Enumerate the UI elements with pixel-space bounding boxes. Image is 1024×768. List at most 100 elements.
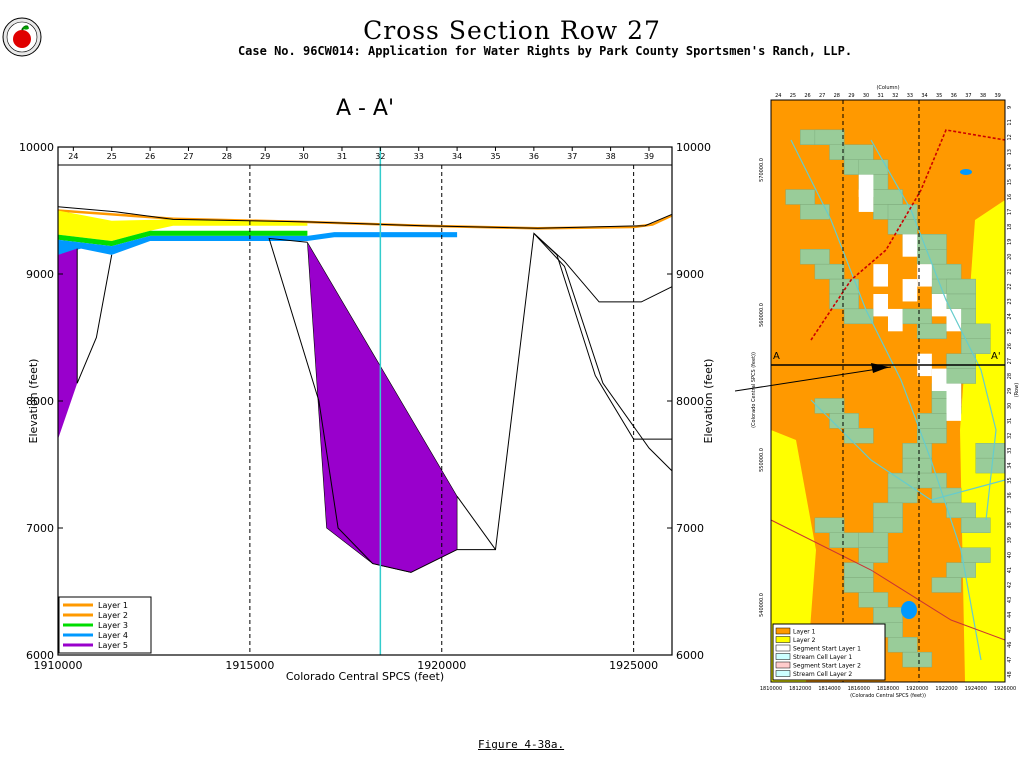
column-label: 35 [490,152,500,161]
stream-cell [975,457,1006,474]
map-row-label: 29 [1007,388,1013,394]
stream-cell [785,189,816,205]
stream-cell [829,532,859,548]
stream-cell [946,293,976,310]
y-tick-label-right: 6000 [676,649,704,662]
map-row-label: 14 [1007,164,1013,170]
cross-section-chart: A - A' 24 25 26 27 28 29 30 31 32 33 34 35 36 37 38 39 60… [19,96,715,683]
stream-cell [858,532,889,548]
stream-cell [975,443,1006,459]
map-row-label: 19 [1007,239,1013,245]
map-y-tick-label: 570000.0 [759,158,765,182]
column-label: 31 [337,152,347,161]
inactive-cell [946,398,962,421]
y-tick-label-left: 7000 [26,522,54,535]
stream-cell [960,547,991,563]
legend-label: Layer 5 [98,641,128,650]
map-x-tick-label: 1922000 [935,686,957,692]
map-row-label: 11 [1007,119,1013,125]
section-outline-1 [57,206,673,229]
stream-cell [960,338,991,354]
map-row-label: 39 [1007,537,1013,543]
section-label-a-prime: A' [991,351,1001,362]
x-tick-label: 1915000 [225,659,274,672]
stream-cell [917,323,947,339]
column-label: 36 [529,152,539,161]
map-legend-swatch [775,670,791,677]
inactive-cell [902,234,918,257]
stream-cell [814,263,845,280]
layer-area-3 [58,230,308,247]
map-row-label: 46 [1007,642,1013,648]
y-tick-label-right: 7000 [676,522,704,535]
inactive-cell [931,294,947,317]
map-row-label: 27 [1007,358,1013,364]
stream-cell [887,637,918,653]
legend-label: Layer 3 [98,621,128,630]
column-label: 30 [299,152,309,161]
stream-cell [829,413,859,429]
layer-area-4 [58,232,458,255]
y-axis-label-right: Elevation (feet) [702,359,715,444]
map-row-label: 24 [1007,313,1013,319]
map-legend-box [772,623,886,681]
apple-seal-icon [2,16,42,58]
map-legend-label: Layer 1 [793,629,816,636]
stream-line-1 [790,139,982,661]
figure-caption: Figure 4-38a. [478,738,565,751]
stream-line-3 [810,399,1006,501]
map-legend-label: Stream Cell Layer 2 [793,671,852,678]
map-x-axis-label: (Colorado Central SPCS (feet)) [850,693,926,699]
layer2-region-left [771,430,816,682]
stream-cell [858,592,889,608]
map-row-label: 36 [1007,492,1013,498]
y-tick-label-right: 10000 [676,141,711,154]
map-row-label: 41 [1007,567,1013,573]
map-row-label: 43 [1007,597,1013,603]
map-row-label: 45 [1007,627,1013,633]
stream-cell [843,144,874,160]
stream-cell [946,278,976,295]
map-column-label: 29 [848,93,854,99]
column-label: 38 [606,152,616,161]
column-label: 34 [452,152,462,161]
map-row-label: 21 [1007,268,1013,274]
map-legend-label: Segment Start Layer 2 [793,663,861,670]
arrowhead-icon [871,363,889,373]
map-row-label: 12 [1007,134,1013,140]
map-row-label: 31 [1007,418,1013,424]
map-legend-swatch [775,661,791,669]
map-y-axis-label: (Colorado Central SPCS (feet)) [751,352,757,428]
section-outline-3 [76,254,113,384]
column-label: 24 [68,152,78,161]
page-title: Cross Section Row 27 [363,16,661,45]
map-row-label: 44 [1007,612,1013,618]
legend-label: Layer 2 [98,611,128,620]
map-legend-label: Layer 2 [793,637,816,644]
map-row-label: 30 [1007,403,1013,409]
map-y-tick-label: 560000.0 [759,303,765,327]
y-tick-label-left: 8000 [26,395,54,408]
map-legend-label: Segment Start Layer 1 [793,646,861,653]
column-label: 28 [222,152,232,161]
pointer-arrow-line [735,366,892,392]
stream-cell [946,368,976,384]
map-row-label: 48 [1007,671,1013,677]
stream-cell [960,323,991,339]
stream-cell [843,577,874,593]
reservoir-icon [901,601,917,619]
inactive-cell [873,294,888,317]
map-x-tick-label: 1814000 [818,686,840,692]
column-label: 32 [375,152,385,161]
model-grid-map: A A' (Column) 24 25 26 27 28 29 30 31 32 33 34 35 36 37 3… [735,85,1020,699]
y-tick-label-right: 8000 [676,395,704,408]
stream-cell [887,204,918,220]
column-label: 25 [107,152,117,161]
x-tick-label: 1925000 [609,659,658,672]
stream-cell [800,204,830,220]
stream-cell [931,263,962,280]
stream-cell [814,517,845,533]
map-column-label: 30 [863,93,869,99]
